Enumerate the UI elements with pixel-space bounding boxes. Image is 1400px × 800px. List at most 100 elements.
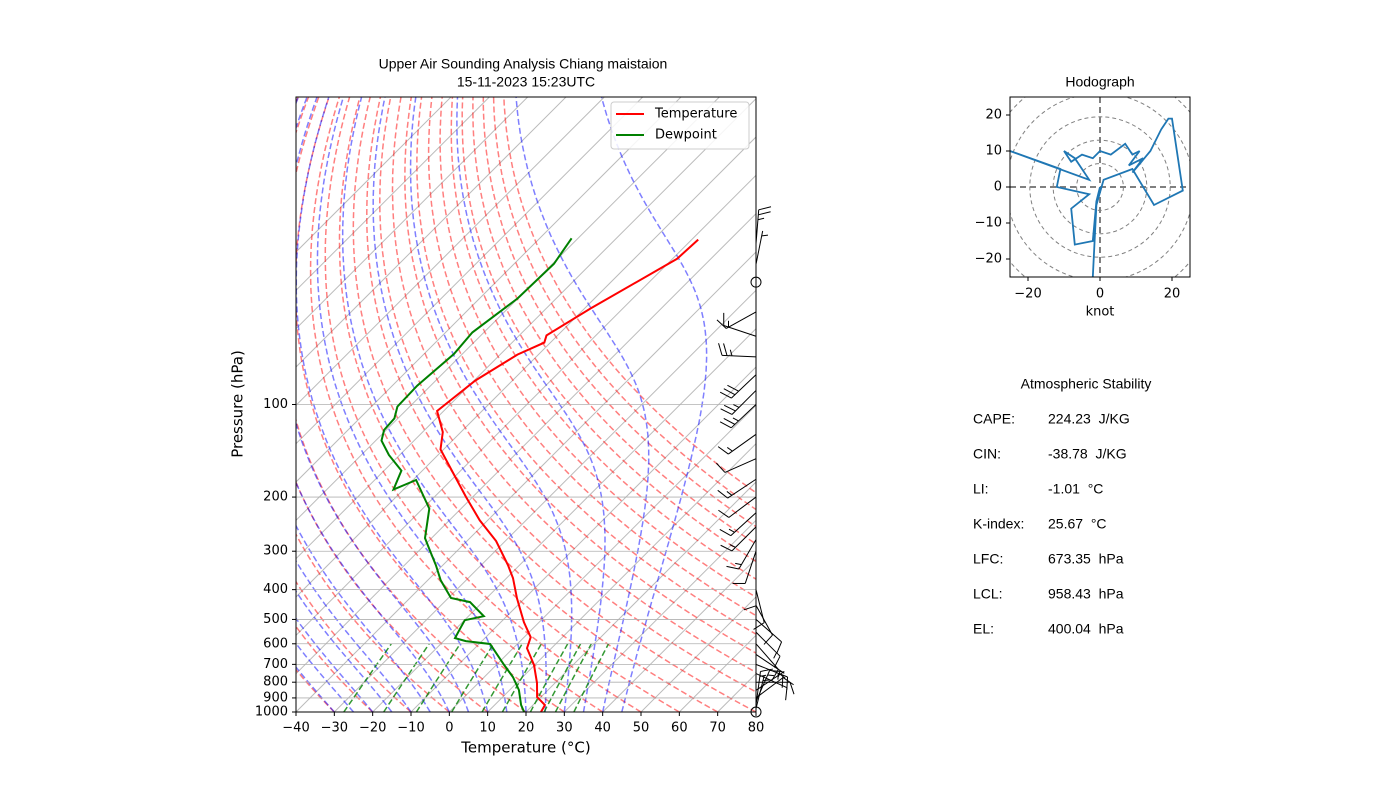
barb-half bbox=[773, 652, 777, 659]
y-tick-label: 600 bbox=[263, 636, 288, 651]
isotherm bbox=[487, 442, 756, 712]
barb-flag bbox=[786, 676, 789, 690]
moist-adiabat bbox=[296, 97, 470, 712]
stability-label: CIN: bbox=[973, 446, 1001, 462]
wind-barb bbox=[755, 230, 769, 265]
moist-adiabat bbox=[296, 559, 412, 712]
isotherm bbox=[296, 97, 490, 292]
barb-flag bbox=[743, 605, 757, 611]
barb-flag bbox=[789, 682, 795, 695]
wind-barb bbox=[756, 681, 795, 695]
moist-adiabat bbox=[372, 97, 547, 712]
mixing-ratio-line bbox=[573, 643, 610, 712]
y-tick-label: 0 bbox=[994, 180, 1002, 195]
wind-barb bbox=[755, 654, 785, 677]
barb-flag bbox=[718, 509, 730, 518]
barb-flag bbox=[763, 634, 773, 645]
profile-line bbox=[380, 237, 573, 712]
y-tick-label: 20 bbox=[985, 108, 1002, 123]
mixing-ratio-line bbox=[481, 643, 523, 712]
barb-half bbox=[777, 670, 781, 677]
barb-flag bbox=[723, 417, 736, 425]
skewt-plot bbox=[296, 97, 756, 712]
barb-staff bbox=[755, 209, 760, 244]
barb-flag bbox=[720, 408, 733, 415]
mixing-ratio-line bbox=[451, 643, 495, 712]
barb-staff bbox=[731, 526, 757, 552]
hodograph-title: Hodograph bbox=[1065, 74, 1134, 90]
wind-barb bbox=[755, 619, 783, 654]
isotherm bbox=[448, 404, 756, 712]
barb-half bbox=[726, 447, 733, 452]
barb-staff bbox=[738, 539, 757, 570]
barb-flag bbox=[723, 404, 736, 412]
wind-barb bbox=[719, 512, 757, 537]
barb-flag bbox=[719, 421, 732, 429]
wind-barb bbox=[720, 390, 757, 415]
moist-adiabat bbox=[296, 97, 431, 712]
wind-barb bbox=[750, 276, 762, 288]
isotherm bbox=[296, 97, 567, 368]
x-tick-label: 10 bbox=[479, 721, 496, 736]
y-tick-label: −10 bbox=[975, 216, 1002, 231]
isotherm bbox=[563, 519, 756, 712]
barb-staff bbox=[755, 631, 781, 657]
stability-label: LFC: bbox=[973, 551, 1003, 567]
wind-barb bbox=[755, 643, 779, 681]
barb-staff bbox=[728, 433, 757, 455]
legend-label: Dewpoint bbox=[655, 128, 717, 143]
wind-barb bbox=[718, 496, 757, 518]
chart-title: Upper Air Sounding Analysis Chiang maist… bbox=[379, 56, 668, 72]
barb-staff bbox=[755, 619, 782, 643]
wind-barb bbox=[726, 539, 757, 570]
moist-adiabat bbox=[296, 97, 450, 712]
barb-staff bbox=[722, 354, 757, 358]
barb-half bbox=[735, 562, 742, 566]
x-tick-label: 20 bbox=[518, 721, 535, 736]
barb-half bbox=[732, 417, 739, 422]
barb-flag bbox=[760, 668, 774, 672]
y-tick-label: 10 bbox=[985, 144, 1002, 159]
x-tick-label: −20 bbox=[359, 721, 386, 736]
mixing-ratio-line bbox=[543, 643, 582, 712]
barb-half bbox=[757, 217, 765, 221]
barb-staff bbox=[726, 311, 757, 329]
barb-staff bbox=[755, 643, 779, 670]
barb-staff bbox=[755, 589, 765, 623]
x-axis-label: Temperature (°C) bbox=[460, 739, 590, 757]
barb-staff bbox=[755, 677, 784, 699]
barb-staff bbox=[755, 605, 773, 636]
y-axis-label: Pressure (hPa) bbox=[229, 350, 247, 458]
y-tick-label: 400 bbox=[263, 582, 288, 597]
dry-adiabat bbox=[404, 97, 756, 654]
wind-barb bbox=[717, 478, 757, 499]
wind-barb bbox=[719, 404, 757, 429]
wind-barb bbox=[743, 571, 757, 611]
wind-barb bbox=[755, 677, 794, 699]
legend-label: Temperature bbox=[654, 107, 737, 122]
y-tick-label: 700 bbox=[263, 657, 288, 672]
chart-subtitle: 15-11-2023 15:23UTC bbox=[457, 74, 595, 90]
stability-value: -38.78 J/KG bbox=[1048, 446, 1127, 462]
wind-barb bbox=[719, 374, 757, 399]
legend-box bbox=[610, 101, 750, 150]
stability-title: Atmospheric Stability bbox=[1021, 376, 1152, 392]
y-tick-label: 200 bbox=[263, 490, 288, 505]
barb-staff bbox=[731, 374, 757, 399]
y-tick-label: 100 bbox=[263, 397, 288, 412]
x-tick-label: 60 bbox=[671, 721, 688, 736]
barb-staff bbox=[730, 404, 757, 429]
x-tick-label: 0 bbox=[445, 721, 453, 736]
moist-adiabat bbox=[409, 97, 573, 712]
barb-half bbox=[728, 528, 735, 533]
isotherm bbox=[602, 557, 756, 712]
barb-flag bbox=[716, 319, 727, 329]
stability-label: LI: bbox=[973, 481, 989, 497]
y-tick-label: 300 bbox=[263, 544, 288, 559]
mixing-ratio-line bbox=[529, 643, 569, 712]
wind-barb bbox=[720, 526, 757, 552]
wind-barb bbox=[753, 589, 765, 630]
hodograph-line bbox=[1010, 117, 1184, 277]
stability-value: 673.35 hPa bbox=[1048, 551, 1124, 567]
stability-value: 400.04 hPa bbox=[1048, 621, 1124, 637]
